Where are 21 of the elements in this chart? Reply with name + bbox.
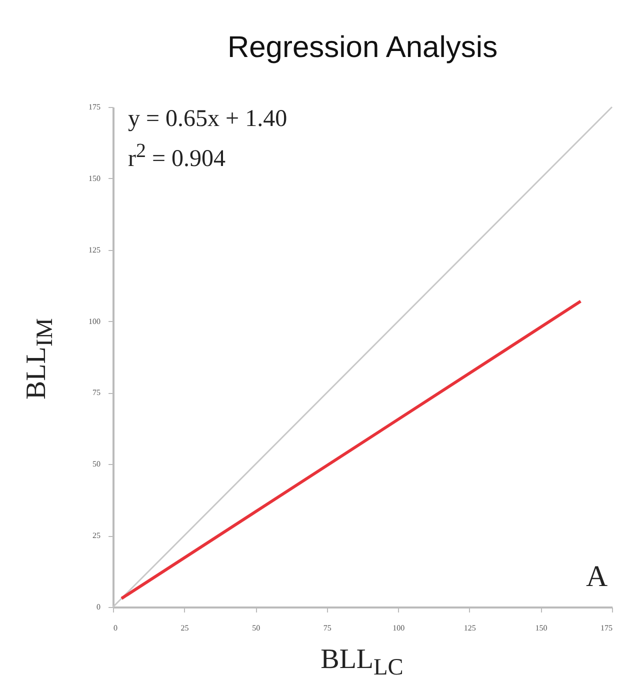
x-tick-label: 75 [323, 624, 332, 632]
x-tick-label: 25 [180, 624, 189, 632]
y-tick-label: 0 [96, 602, 100, 612]
y-tick-label: 150 [88, 174, 100, 183]
x-tick-label: 150 [535, 624, 548, 632]
x-tick-label: 50 [252, 624, 260, 632]
y-tick-label: 125 [88, 245, 100, 254]
x-tick-label: 175 [600, 624, 612, 632]
x-tick-label: 0 [114, 624, 118, 632]
y-tick-label: 100 [88, 316, 100, 326]
y-tick-label: 75 [92, 388, 100, 398]
y-tick-label: 50 [92, 460, 100, 469]
x-axis-title: BLL$_{LC}$ [320, 644, 404, 682]
y-tick-label: 25 [92, 531, 100, 540]
x-tick-label: 125 [464, 624, 476, 632]
chart-title: Regression Analysis [227, 31, 498, 64]
annotation: A [586, 560, 608, 594]
annotation: r$^{2}$ = 0.904 [128, 140, 226, 173]
annotation: y = 0.65x + 1.40 [128, 106, 288, 133]
y-tick-label: 175 [88, 102, 100, 112]
x-tick-label: 100 [392, 624, 405, 632]
